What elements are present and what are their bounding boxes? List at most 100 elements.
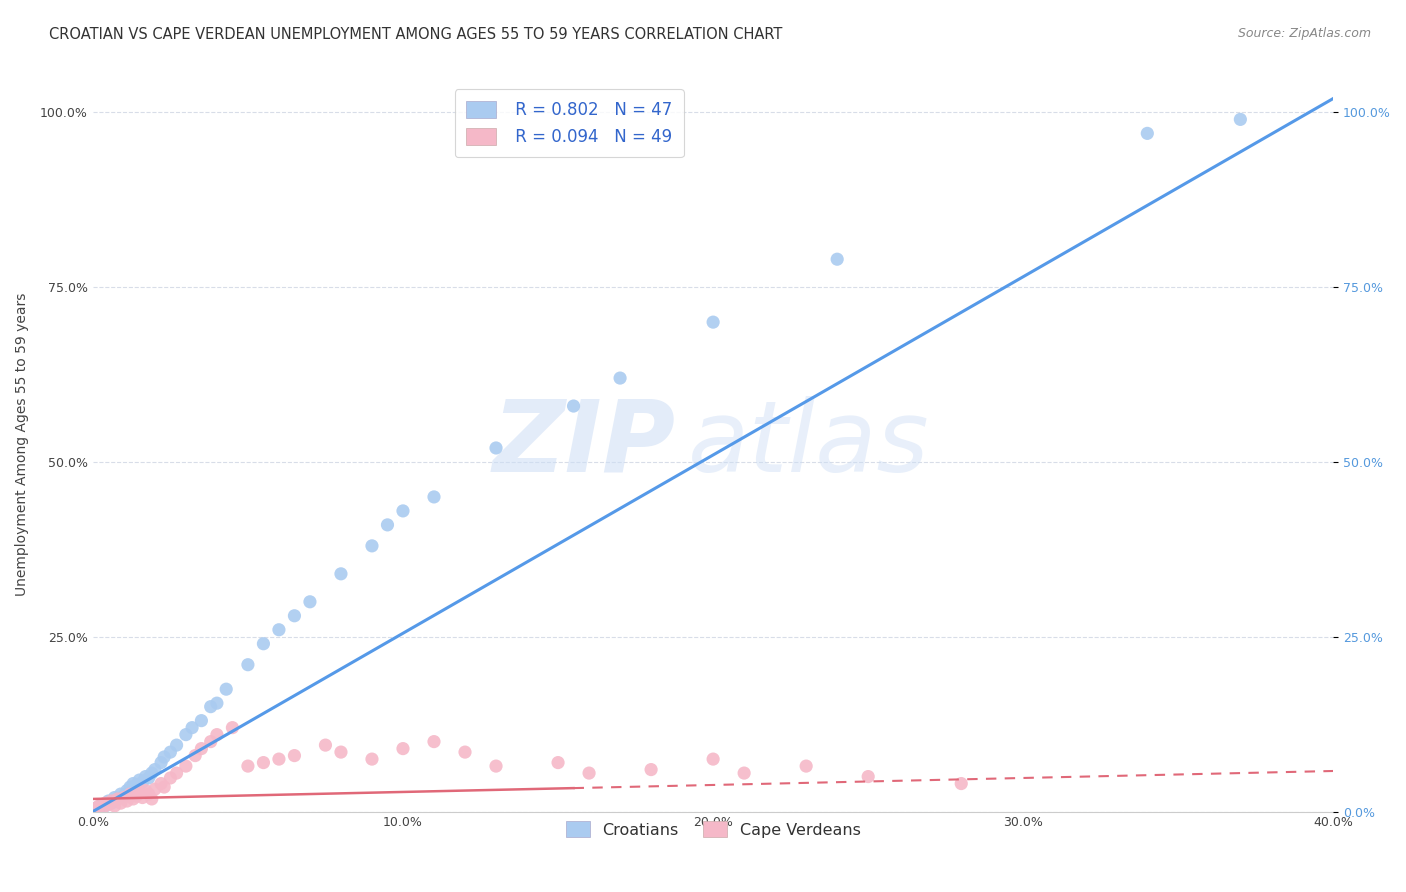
Point xyxy=(120,787,142,801)
Point xyxy=(221,721,243,735)
Point xyxy=(314,738,336,752)
Point xyxy=(112,790,135,805)
Point xyxy=(131,790,153,805)
Point xyxy=(578,766,600,780)
Point xyxy=(135,770,157,784)
Point xyxy=(141,766,163,780)
Point xyxy=(112,789,135,804)
Point xyxy=(200,734,222,748)
Point xyxy=(100,794,122,808)
Point xyxy=(184,748,207,763)
Point xyxy=(825,252,848,267)
Point xyxy=(267,752,290,766)
Point xyxy=(94,799,117,814)
Point xyxy=(159,745,181,759)
Point xyxy=(103,799,125,814)
Point xyxy=(107,792,129,806)
Point xyxy=(283,608,305,623)
Point xyxy=(110,796,132,810)
Point xyxy=(702,752,724,766)
Point xyxy=(125,778,148,792)
Point xyxy=(110,787,132,801)
Point xyxy=(361,539,384,553)
Point xyxy=(91,797,114,812)
Point xyxy=(143,763,166,777)
Point xyxy=(103,790,125,805)
Point xyxy=(330,566,353,581)
Point xyxy=(252,637,274,651)
Point xyxy=(283,748,305,763)
Point xyxy=(392,741,415,756)
Point xyxy=(190,714,212,728)
Point xyxy=(128,773,150,788)
Point xyxy=(454,745,477,759)
Point xyxy=(236,759,259,773)
Point xyxy=(609,371,631,385)
Point xyxy=(377,517,399,532)
Point xyxy=(205,728,228,742)
Point xyxy=(125,789,148,804)
Point xyxy=(181,721,204,735)
Point xyxy=(97,794,120,808)
Point xyxy=(423,490,446,504)
Point xyxy=(215,682,238,697)
Point xyxy=(150,776,173,790)
Point xyxy=(1136,127,1159,141)
Point xyxy=(87,802,110,816)
Point xyxy=(361,752,384,766)
Point xyxy=(84,801,107,815)
Point xyxy=(115,794,138,808)
Point xyxy=(107,792,129,806)
Point xyxy=(330,745,353,759)
Point xyxy=(794,759,817,773)
Point xyxy=(150,756,173,770)
Point xyxy=(128,785,150,799)
Text: Source: ZipAtlas.com: Source: ZipAtlas.com xyxy=(1237,27,1371,40)
Point xyxy=(115,783,138,797)
Point xyxy=(87,799,110,814)
Point xyxy=(236,657,259,672)
Point xyxy=(94,796,117,810)
Point xyxy=(1229,112,1251,127)
Point xyxy=(166,738,188,752)
Point xyxy=(733,766,755,780)
Point xyxy=(143,782,166,797)
Point xyxy=(423,734,446,748)
Point xyxy=(174,728,197,742)
Legend: Croatians, Cape Verdeans: Croatians, Cape Verdeans xyxy=(560,814,866,844)
Point xyxy=(153,750,176,764)
Point xyxy=(138,771,160,785)
Point xyxy=(252,756,274,770)
Point xyxy=(640,763,662,777)
Point xyxy=(205,696,228,710)
Point xyxy=(120,780,142,794)
Point xyxy=(122,776,145,790)
Point xyxy=(267,623,290,637)
Point xyxy=(159,771,181,785)
Text: CROATIAN VS CAPE VERDEAN UNEMPLOYMENT AMONG AGES 55 TO 59 YEARS CORRELATION CHAR: CROATIAN VS CAPE VERDEAN UNEMPLOYMENT AM… xyxy=(49,27,783,42)
Text: ZIP: ZIP xyxy=(494,396,676,493)
Point xyxy=(100,796,122,810)
Point xyxy=(702,315,724,329)
Point xyxy=(485,759,508,773)
Point xyxy=(298,595,321,609)
Point xyxy=(190,741,212,756)
Point xyxy=(950,776,973,790)
Point xyxy=(547,756,569,770)
Point xyxy=(135,783,157,797)
Text: atlas: atlas xyxy=(689,396,929,493)
Y-axis label: Unemployment Among Ages 55 to 59 years: Unemployment Among Ages 55 to 59 years xyxy=(15,293,30,596)
Point xyxy=(485,441,508,455)
Point xyxy=(174,759,197,773)
Point xyxy=(84,801,107,815)
Point xyxy=(856,770,879,784)
Point xyxy=(562,399,585,413)
Point xyxy=(131,775,153,789)
Point xyxy=(200,699,222,714)
Point xyxy=(91,802,114,816)
Point xyxy=(166,766,188,780)
Point xyxy=(153,780,176,794)
Point xyxy=(141,792,163,806)
Point xyxy=(138,787,160,801)
Point xyxy=(97,797,120,812)
